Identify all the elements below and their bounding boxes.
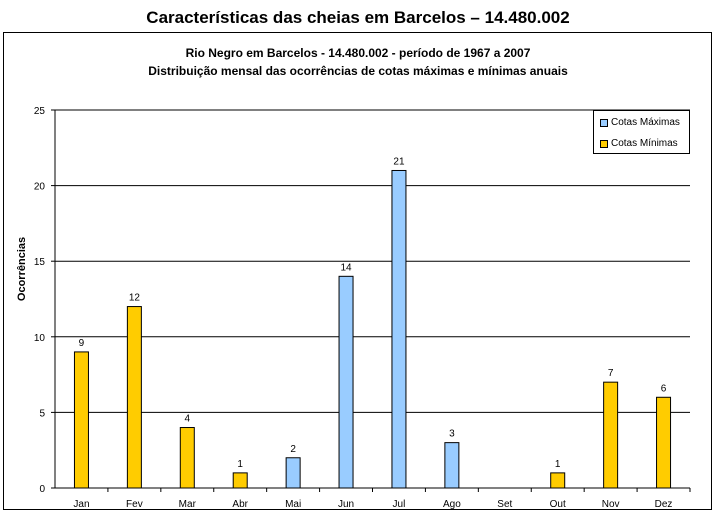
legend-item-min: Cotas Mínimas xyxy=(600,138,678,150)
legend-label-min: Cotas Mínimas xyxy=(611,138,678,149)
x-tick-label-fev: Fev xyxy=(126,499,143,510)
page-title: Características das cheias em Barcelos –… xyxy=(146,8,570,27)
data-label-max-mai: 2 xyxy=(290,444,296,455)
bar-min-jan xyxy=(73,351,89,489)
bar-min-nov xyxy=(603,381,619,489)
x-tick-label-nov: Nov xyxy=(602,499,620,510)
data-label-min-abr: 1 xyxy=(237,459,243,470)
x-tick-label-jan: Jan xyxy=(73,499,89,510)
x-tick-label-mai: Mai xyxy=(285,499,301,510)
data-label-min-nov: 7 xyxy=(608,368,614,379)
x-tick-label-jul: Jul xyxy=(393,499,406,510)
x-tick-label-set: Set xyxy=(497,499,512,510)
x-tick-label-jun: Jun xyxy=(338,499,354,510)
legend-item-max: Cotas Máximas xyxy=(600,117,680,129)
bar-min-fev xyxy=(126,306,142,489)
legend-swatch-min xyxy=(600,140,608,148)
data-label-min-dez: 6 xyxy=(661,383,667,394)
x-tick-label-ago: Ago xyxy=(443,499,461,510)
chart-subtitle: Distribuição mensal das ocorrências de c… xyxy=(148,64,568,78)
data-label-min-mar: 4 xyxy=(185,414,191,425)
data-label-max-ago: 3 xyxy=(449,429,455,440)
data-label-max-jul: 21 xyxy=(393,156,405,167)
data-label-min-jan: 9 xyxy=(79,338,85,349)
y-tick-label-2: 10 xyxy=(34,333,46,344)
y-tick-label-0: 0 xyxy=(39,484,45,495)
x-tick-label-abr: Abr xyxy=(232,499,248,510)
x-tick-label-mar: Mar xyxy=(179,499,197,510)
data-label-min-out: 1 xyxy=(555,459,561,470)
legend-label-max: Cotas Máximas xyxy=(611,117,680,128)
bar-min-out xyxy=(550,472,566,489)
chart-legend: Cotas Máximas Cotas Mínimas xyxy=(593,110,690,154)
data-label-max-jun: 14 xyxy=(340,262,352,273)
y-axis-label: Ocorrências xyxy=(16,237,28,301)
bar-min-abr xyxy=(232,472,248,489)
y-tick-label-3: 15 xyxy=(34,257,46,268)
data-label-min-fev: 12 xyxy=(129,293,141,304)
bar-max-ago xyxy=(444,442,460,489)
y-tick-label-5: 25 xyxy=(34,106,46,117)
bar-min-mar xyxy=(179,427,195,489)
x-tick-label-out: Out xyxy=(550,499,566,510)
bar-max-mai xyxy=(285,457,301,489)
x-tick-label-dez: Dez xyxy=(655,499,673,510)
legend-swatch-max xyxy=(600,119,608,127)
bar-max-jun xyxy=(338,275,354,489)
bar-max-jul xyxy=(391,169,407,489)
y-tick-label-4: 20 xyxy=(34,182,46,193)
chart-title: Rio Negro em Barcelos - 14.480.002 - per… xyxy=(185,46,531,60)
y-tick-label-1: 5 xyxy=(39,408,45,419)
bar-min-dez xyxy=(656,396,672,489)
